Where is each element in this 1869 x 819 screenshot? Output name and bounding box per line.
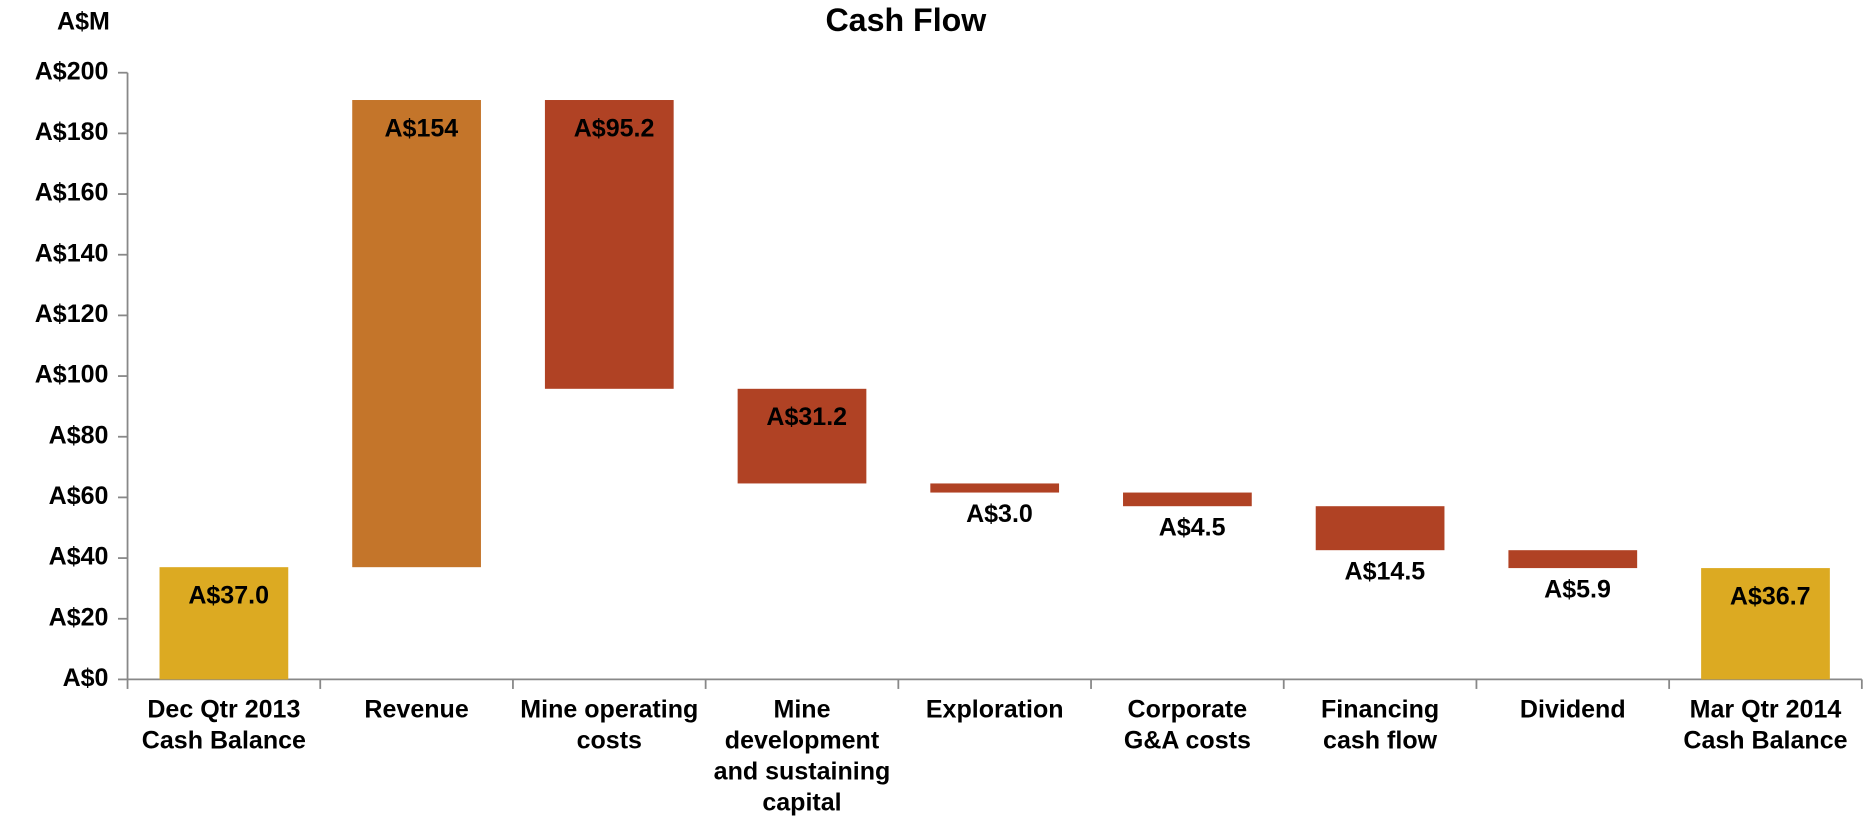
bar — [737, 388, 867, 484]
value-label: A$3.0 — [966, 500, 1033, 528]
bar — [1508, 550, 1638, 569]
y-tick-label: A$180 — [35, 118, 109, 146]
value-label: A$14.5 — [1345, 557, 1426, 585]
x-tick-label: Corporate G&A costs — [1123, 696, 1251, 755]
x-tick-label: Exploration — [925, 696, 1064, 724]
y-tick-label: A$60 — [49, 482, 109, 510]
y-tick-label: A$40 — [49, 543, 109, 571]
value-label: A$31.2 — [766, 403, 847, 431]
chart-title: Cash Flow — [825, 2, 987, 38]
y-axis-title: A$M — [57, 7, 110, 35]
value-label: A$36.7 — [1730, 582, 1811, 610]
value-label: A$5.9 — [1544, 575, 1611, 603]
x-tick-label: Dec Qtr 2013 Cash Balance — [141, 696, 306, 755]
y-tick-label: A$120 — [35, 300, 109, 328]
bar — [930, 483, 1060, 493]
y-tick-label: A$100 — [35, 361, 109, 389]
x-tick-label: Mar Qtr 2014 Cash Balance — [1683, 696, 1848, 755]
value-label: A$37.0 — [188, 582, 269, 610]
y-tick-label: A$0 — [63, 664, 109, 692]
x-tick-label: Mine development and sustaining capital — [713, 696, 891, 817]
x-tick-label: Dividend — [1519, 696, 1626, 724]
bar — [1123, 492, 1252, 507]
y-tick-label: A$20 — [49, 603, 109, 631]
value-label: A$4.5 — [1159, 513, 1226, 541]
y-tick-label: A$160 — [35, 179, 109, 207]
x-tick-label: Mine operating costs — [520, 696, 699, 755]
x-tick-label: Revenue — [364, 696, 469, 724]
bar — [159, 567, 289, 680]
bar — [544, 100, 674, 389]
bar — [1701, 568, 1830, 680]
y-tick-label: A$80 — [49, 421, 109, 449]
bar — [1315, 506, 1445, 551]
value-label: A$154 — [384, 114, 458, 142]
value-label: A$95.2 — [574, 114, 655, 142]
x-tick-label: Financing cash flow — [1320, 696, 1440, 755]
y-tick-label: A$140 — [35, 239, 109, 267]
bar — [352, 100, 481, 568]
y-tick-label: A$200 — [35, 57, 109, 85]
